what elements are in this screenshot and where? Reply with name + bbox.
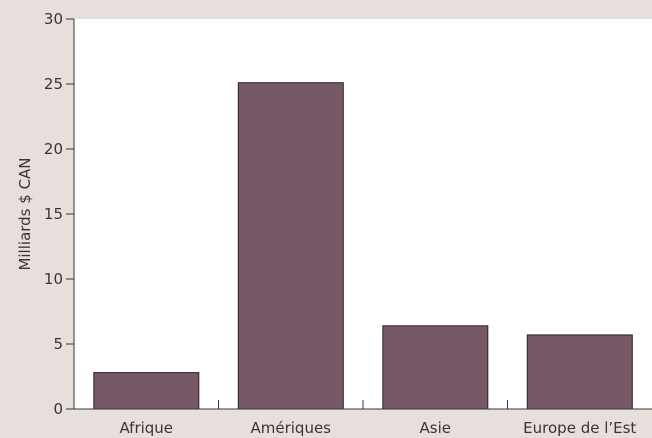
y-tick-label: 10 <box>44 270 63 288</box>
x-tick-label: Amériques <box>250 419 331 437</box>
y-ticks-group: 0 5 10 15 20 25 30 <box>44 10 74 418</box>
bar-europe-de-l-est <box>526 334 633 410</box>
y-tick-label: 25 <box>44 75 63 93</box>
bar-asie <box>382 325 489 410</box>
y-axis-title: Milliards $ CAN <box>16 157 34 270</box>
x-ticks-group: Afrique Amériques Asie Europe de l’Est <box>119 400 636 437</box>
y-tick-label: 15 <box>44 205 63 223</box>
bar-afrique <box>93 372 200 410</box>
x-tick-label: Asie <box>420 419 451 437</box>
y-tick-label: 30 <box>44 10 63 28</box>
y-tick-label: 0 <box>53 400 63 418</box>
y-tick-label: 20 <box>44 140 63 158</box>
x-tick-label: Afrique <box>119 419 173 437</box>
x-tick-label: Europe de l’Est <box>523 419 636 437</box>
bars-group <box>93 82 633 410</box>
y-tick-label: 5 <box>53 335 63 353</box>
bar-amériques <box>237 82 344 410</box>
